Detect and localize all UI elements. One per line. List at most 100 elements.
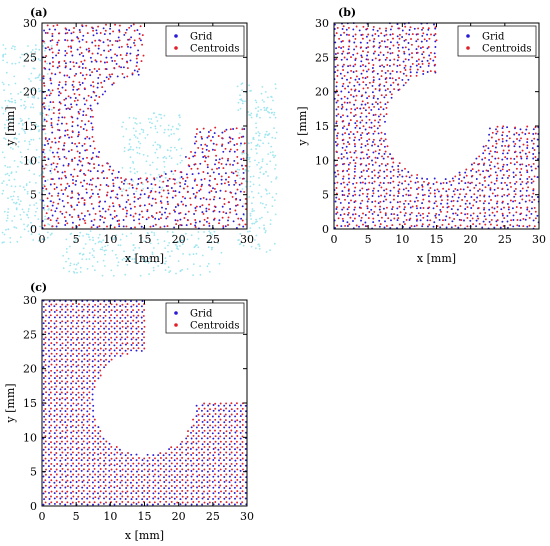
centroid-point — [71, 336, 74, 339]
centroid-point — [202, 127, 205, 130]
centroid-point — [80, 60, 83, 63]
centroid-point — [429, 187, 432, 189]
grid-point — [239, 497, 242, 500]
grid-point — [506, 170, 509, 173]
centroid-point — [125, 54, 128, 57]
cloud-point — [85, 233, 88, 236]
grid-point — [97, 343, 100, 346]
grid-point — [233, 442, 236, 445]
grid-point — [377, 189, 380, 192]
grid-point — [135, 321, 138, 324]
centroid-point — [46, 32, 49, 34]
grid-point — [53, 492, 56, 495]
centroid-point — [380, 186, 383, 189]
grid-point — [245, 431, 247, 434]
grid-point — [201, 404, 204, 407]
grid-point — [59, 476, 62, 479]
grid-point — [345, 28, 348, 31]
grid-point — [409, 213, 412, 216]
centroid-point — [55, 440, 58, 443]
centroid-point — [356, 107, 359, 110]
grid-point — [71, 190, 73, 193]
grid-point — [206, 166, 209, 169]
centroid-point — [224, 190, 227, 193]
centroid-point — [99, 435, 102, 438]
cloud-point — [257, 131, 260, 133]
centroid-point — [84, 67, 87, 69]
centroid-point — [521, 149, 524, 152]
cloud-point — [75, 263, 78, 266]
centroid-point — [410, 174, 413, 177]
centroid-point — [374, 119, 376, 122]
centroid-point — [43, 105, 45, 108]
cloud-point — [113, 238, 115, 241]
grid-point — [159, 175, 161, 178]
grid-point — [194, 207, 197, 209]
grid-point — [137, 53, 140, 56]
centroid-point — [92, 81, 95, 84]
grid-point — [427, 28, 430, 31]
grid-point — [450, 226, 453, 229]
grid-point — [43, 498, 46, 501]
cloud-point — [146, 155, 149, 157]
centroid-point — [115, 325, 118, 328]
centroid-point — [99, 369, 102, 372]
grid-point — [152, 454, 155, 457]
grid-point — [50, 163, 53, 166]
cloud-point — [34, 77, 37, 80]
cloud-point — [263, 101, 265, 103]
centroid-point — [342, 45, 345, 48]
cloud-point — [192, 263, 195, 266]
grid-point — [101, 93, 104, 96]
centroid-point — [120, 181, 123, 183]
centroid-point — [88, 325, 91, 328]
grid-point — [124, 470, 127, 473]
centroid-point — [131, 495, 134, 498]
grid-point — [201, 151, 204, 154]
centroid-point — [72, 347, 75, 350]
cloud-point — [9, 100, 11, 103]
centroid-point — [51, 126, 54, 129]
centroid-point — [484, 186, 487, 189]
cloud-point — [43, 152, 46, 155]
centroid-point — [55, 352, 58, 355]
centroid-point — [88, 314, 91, 317]
grid-point — [365, 47, 368, 49]
grid-point — [103, 360, 105, 363]
grid-point — [86, 503, 89, 506]
grid-point — [102, 448, 105, 451]
cloud-point — [9, 237, 12, 239]
centroid-point — [342, 82, 345, 85]
centroid-point — [63, 116, 66, 119]
grid-point — [526, 171, 529, 174]
grid-point — [419, 214, 422, 217]
centroid-point — [137, 484, 140, 487]
grid-point — [133, 200, 136, 203]
centroid-point — [64, 188, 67, 191]
grid-point — [53, 459, 56, 461]
centroid-point — [385, 206, 388, 209]
grid-point — [346, 71, 349, 74]
grid-point — [49, 169, 52, 172]
centroid-point — [237, 217, 240, 220]
grid-point — [201, 481, 203, 484]
centroid-point — [86, 182, 89, 185]
cloud-point — [155, 148, 158, 151]
centroid-point — [362, 125, 365, 128]
centroid-point — [55, 424, 58, 427]
centroid-point — [378, 124, 381, 127]
grid-point — [340, 58, 343, 61]
centroid-point — [61, 308, 63, 311]
centroid-point — [53, 168, 56, 171]
grid-point — [97, 437, 99, 440]
centroid-point — [181, 479, 184, 481]
cloud-point — [20, 155, 23, 158]
grid-point — [89, 196, 91, 199]
centroid-point — [349, 119, 352, 122]
cloud-point — [38, 129, 41, 132]
grid-point — [70, 475, 73, 478]
centroid-point — [343, 186, 346, 189]
grid-point — [77, 131, 80, 134]
grid-point — [103, 487, 106, 490]
centroid-point — [83, 402, 86, 405]
